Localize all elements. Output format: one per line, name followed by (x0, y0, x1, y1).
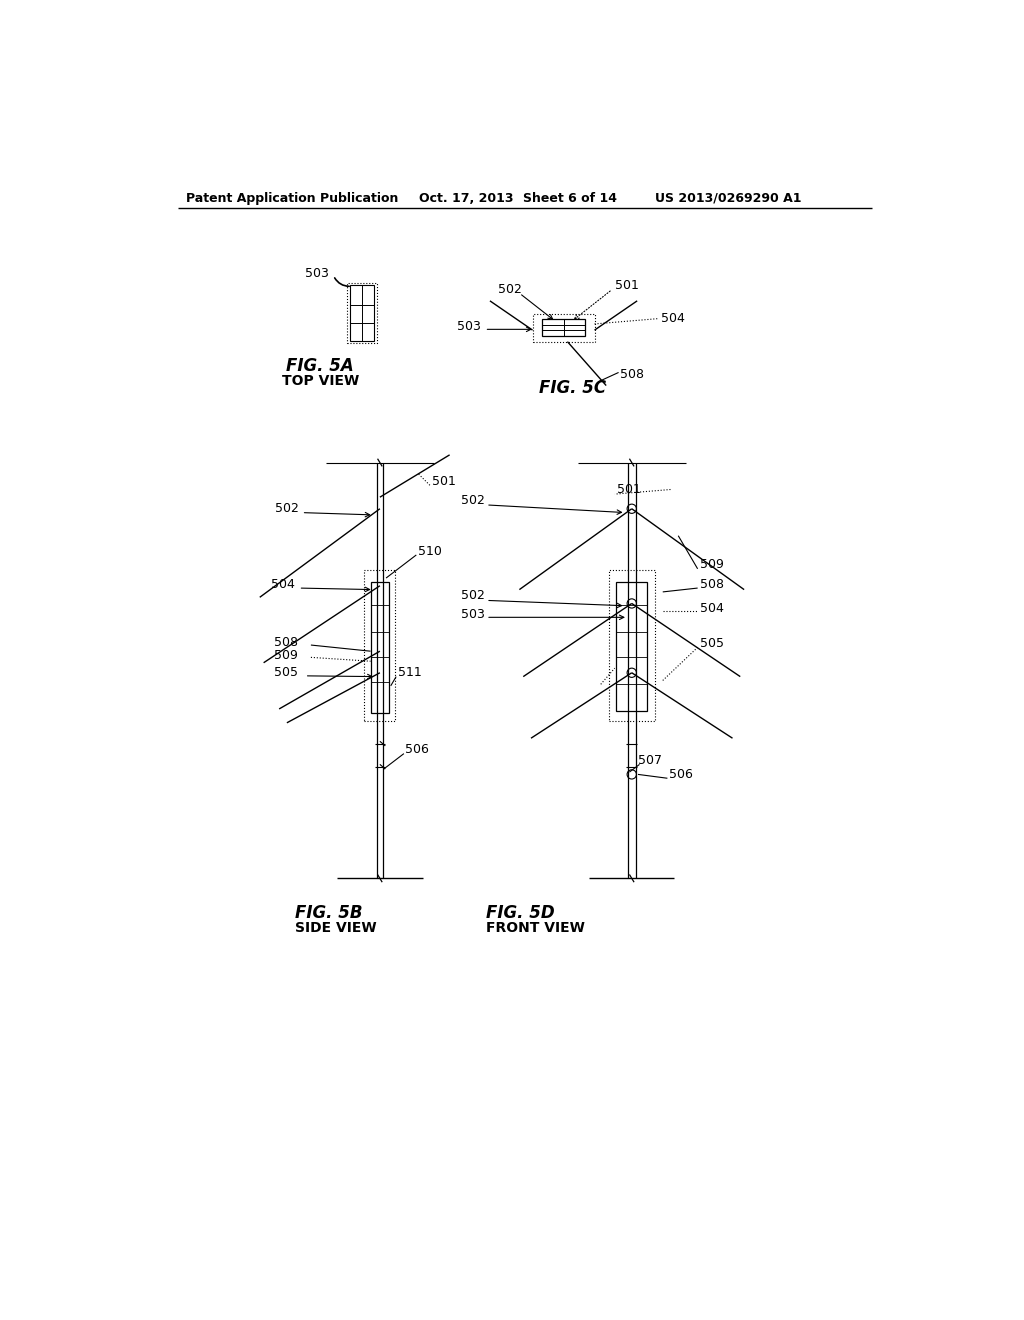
Bar (616, 582, 647, 711)
Bar (347, 284, 377, 343)
Text: FRONT VIEW: FRONT VIEW (486, 921, 585, 936)
Text: 502: 502 (275, 502, 299, 515)
Text: 508: 508 (700, 578, 724, 591)
Text: 509: 509 (273, 649, 298, 663)
Bar (365, 570, 395, 721)
Text: FIG. 5D: FIG. 5D (486, 904, 555, 921)
Bar (349, 285, 375, 341)
Text: 504: 504 (662, 312, 685, 325)
Text: 509: 509 (700, 558, 724, 572)
Text: 503: 503 (458, 319, 481, 333)
Text: 506: 506 (669, 768, 693, 781)
Text: 501: 501 (614, 279, 639, 292)
Text: 503: 503 (461, 607, 485, 620)
Text: US 2013/0269290 A1: US 2013/0269290 A1 (655, 191, 802, 205)
Text: SIDE VIEW: SIDE VIEW (295, 921, 376, 936)
Text: 505: 505 (273, 667, 298, 680)
Text: 502: 502 (499, 282, 522, 296)
Text: 507: 507 (638, 754, 662, 767)
Text: TOP VIEW: TOP VIEW (282, 374, 358, 388)
Text: 504: 504 (700, 602, 724, 615)
Text: FIG. 5B: FIG. 5B (295, 904, 362, 921)
Text: FIG. 5C: FIG. 5C (539, 379, 606, 397)
Bar (608, 570, 655, 721)
Text: 501: 501 (432, 475, 456, 488)
Text: Oct. 17, 2013: Oct. 17, 2013 (419, 191, 513, 205)
Bar (532, 314, 595, 342)
Text: 502: 502 (461, 494, 485, 507)
Text: 508: 508 (621, 367, 644, 380)
Text: 505: 505 (700, 638, 724, 649)
Text: Patent Application Publication: Patent Application Publication (186, 191, 398, 205)
Text: 506: 506 (406, 743, 429, 756)
Text: 501: 501 (617, 483, 641, 496)
Text: 502: 502 (461, 589, 485, 602)
Text: 510: 510 (418, 545, 441, 557)
Text: Sheet 6 of 14: Sheet 6 of 14 (523, 191, 617, 205)
Text: 504: 504 (271, 578, 295, 591)
Text: FIG. 5A: FIG. 5A (287, 358, 354, 375)
Text: 503: 503 (305, 268, 329, 280)
Text: 508: 508 (273, 636, 298, 649)
Bar (542, 319, 586, 337)
Bar (371, 582, 389, 713)
Text: 511: 511 (397, 667, 422, 680)
